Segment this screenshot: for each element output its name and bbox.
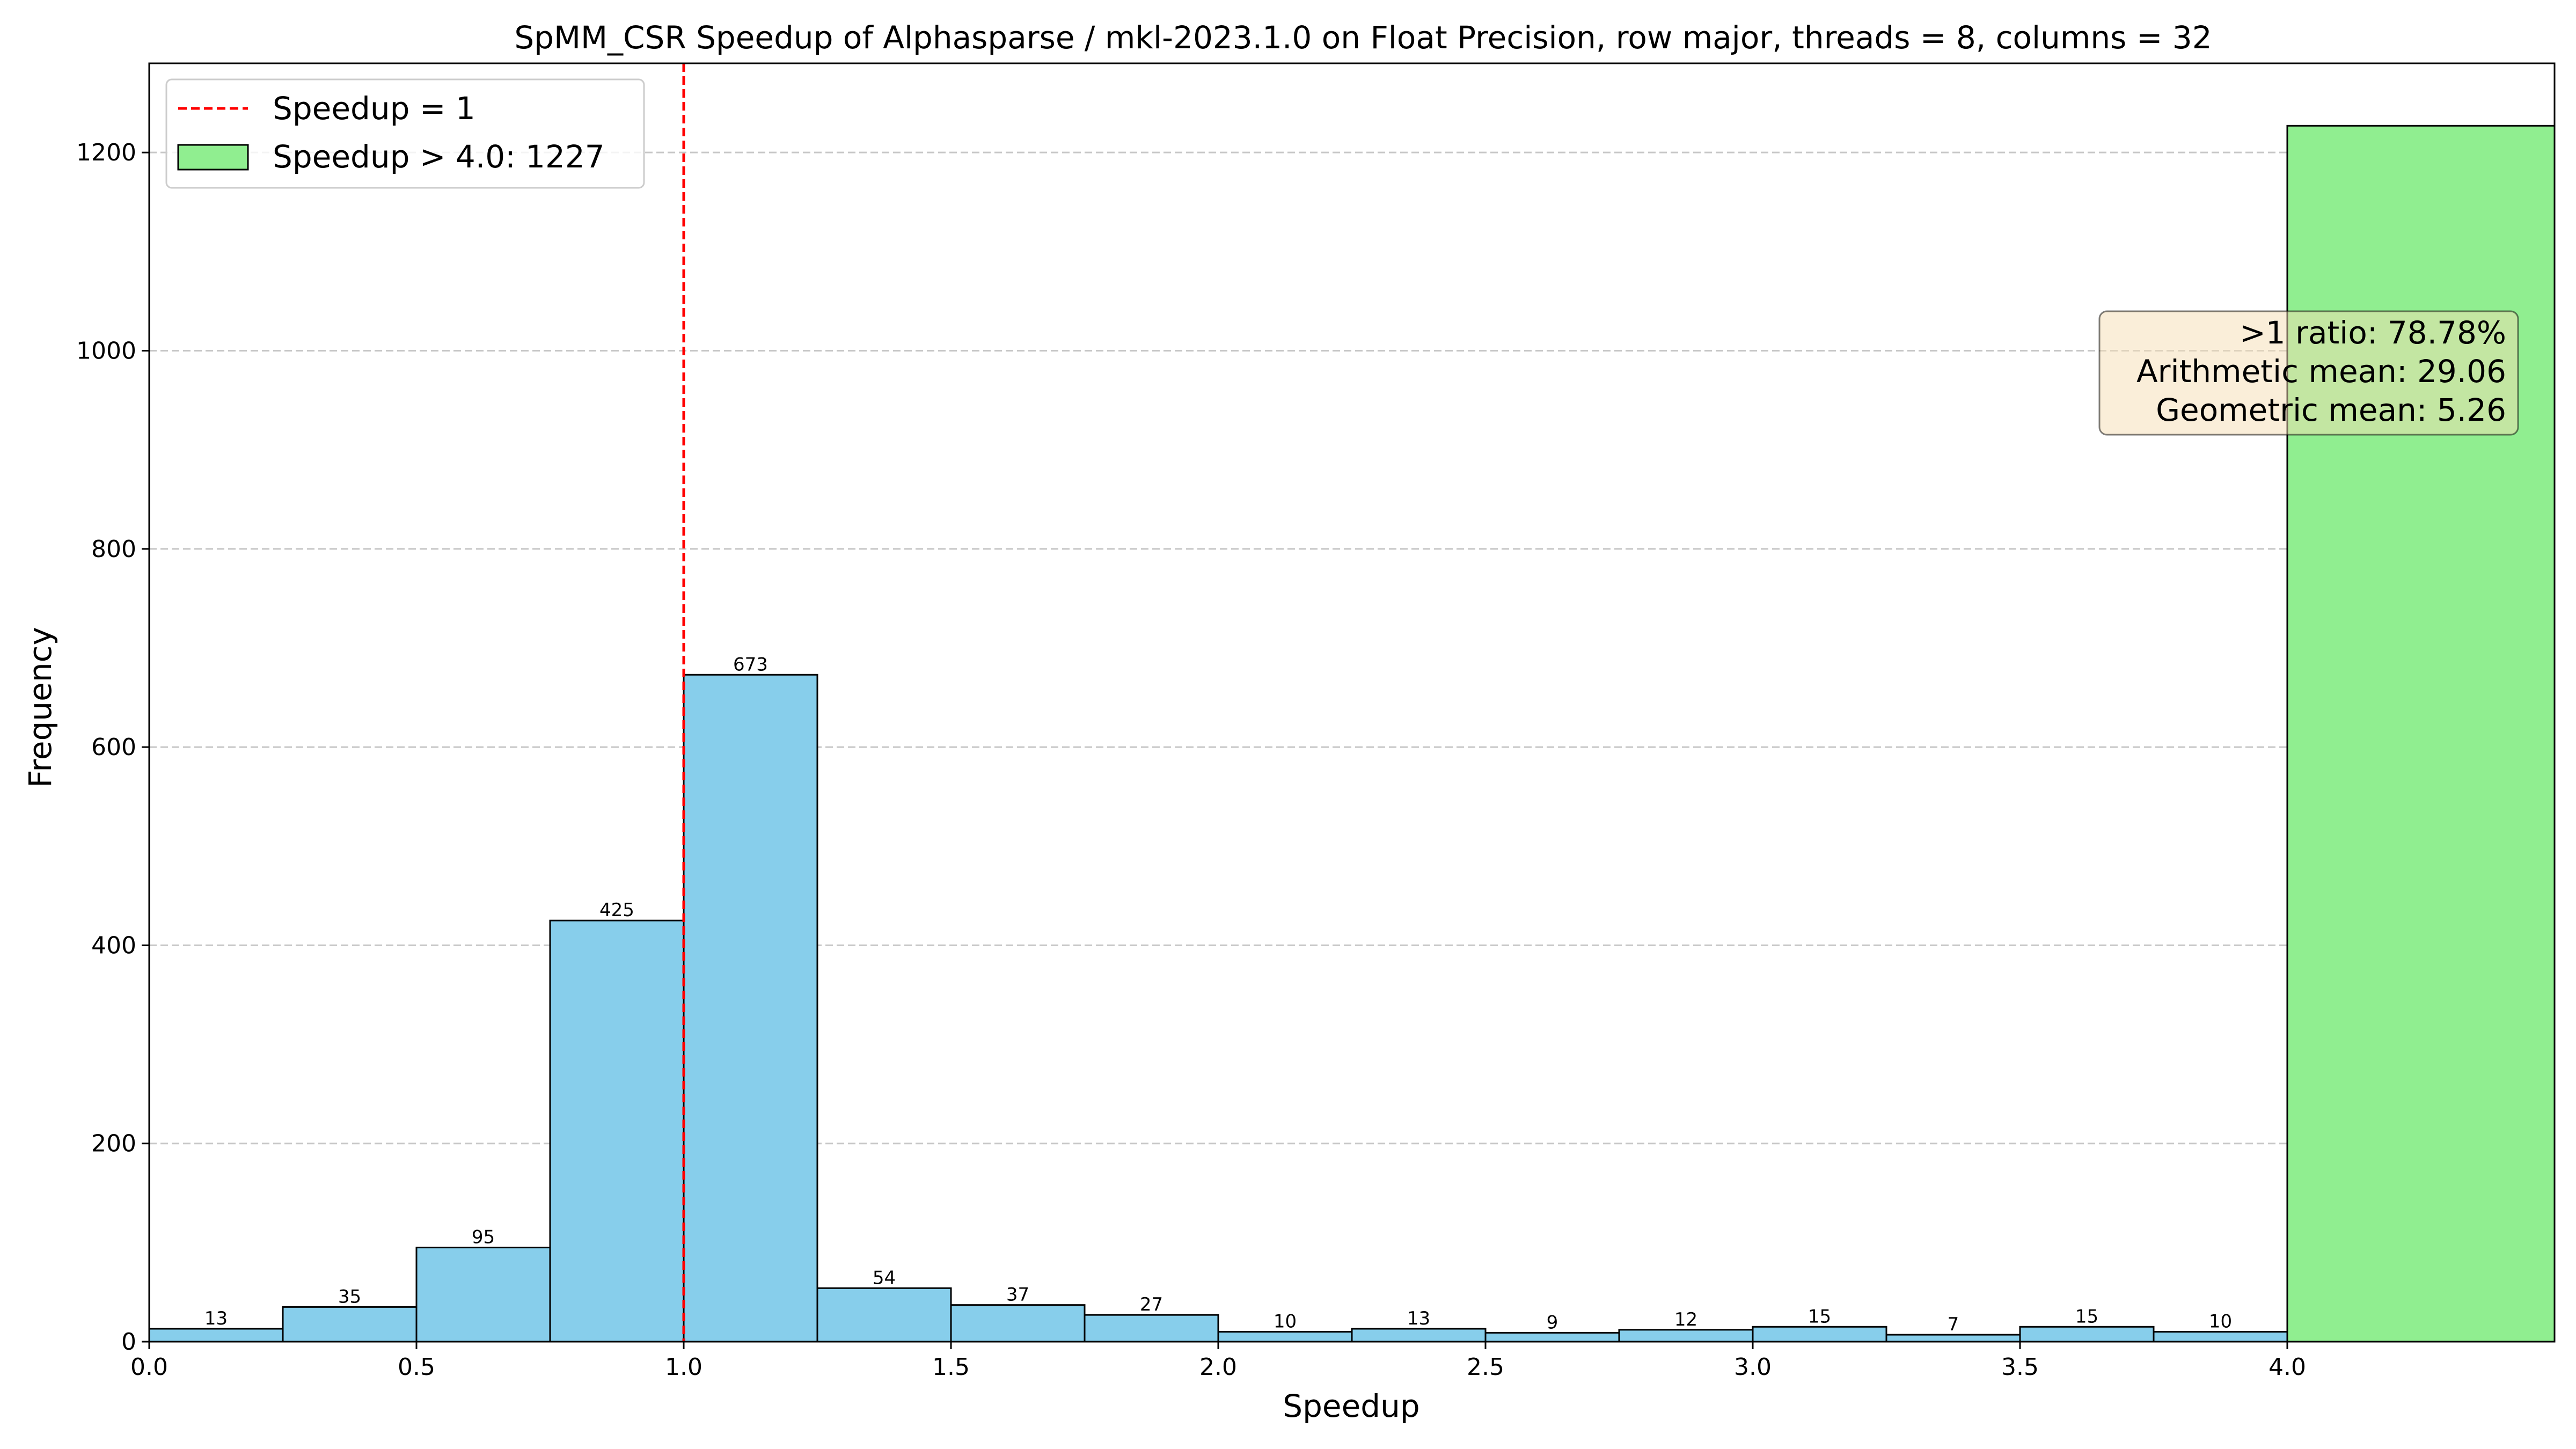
histogram-bar: [816, 1287, 952, 1343]
histogram-bar: [1618, 1329, 1754, 1343]
histogram-bar: [549, 919, 685, 1343]
histogram-bar: [683, 674, 818, 1343]
bar-value-label: 9: [1547, 1312, 1558, 1333]
bar-value-label: 27: [1140, 1294, 1163, 1315]
plot-frame: [148, 62, 2556, 1343]
legend-box: [165, 78, 645, 189]
bar-value-label: 54: [873, 1267, 896, 1289]
legend-green-patch-swatch: [177, 144, 249, 171]
bar-value-label: 673: [733, 654, 768, 675]
bar-value-label: 10: [1274, 1311, 1297, 1333]
histogram-bar: [1351, 1328, 1487, 1343]
bar-value-label: 37: [1006, 1284, 1029, 1306]
y-tick-label: 400: [91, 932, 136, 959]
histogram-bar: [1084, 1314, 1219, 1343]
bar-value-label: 12: [1674, 1309, 1697, 1330]
y-tick-label: 1000: [76, 337, 136, 364]
x-tick-label: 3.0: [1734, 1353, 1772, 1381]
stats-box-background: [2098, 310, 2519, 436]
stats-arithmetic-mean: Arithmetic mean: 29.06: [2136, 353, 2506, 390]
histogram-bar: [2153, 1331, 2288, 1343]
overflow-bar: [2286, 125, 2556, 1343]
histogram-bar: [1217, 1331, 1353, 1343]
legend-label-speedup-one: Speedup = 1: [273, 90, 475, 127]
bar-value-label: 10: [2209, 1311, 2232, 1333]
y-tick-label: 800: [91, 536, 136, 563]
x-tick-label: 0.0: [130, 1353, 168, 1381]
chart-title: SpMM_CSR Speedup of Alphasparse / mkl-20…: [514, 19, 2212, 56]
y-axis-ticks: 0 200 400 600 800 1000 1200: [76, 139, 149, 1356]
bar-value-label: 35: [338, 1286, 361, 1307]
bar-value-label: 7: [1948, 1314, 1959, 1335]
stats-box: >1 ratio: 78.78% Arithmetic mean: 29.06 …: [2098, 310, 2519, 436]
x-axis-label: Speedup: [1283, 1388, 1419, 1424]
bar-value-label: 425: [599, 899, 634, 921]
histogram-bar: [950, 1304, 1086, 1343]
histogram-bar: [282, 1306, 418, 1343]
bar-value-label: 95: [472, 1227, 495, 1248]
y-tick-label: 600: [91, 734, 136, 761]
histogram-bar: [1752, 1326, 1887, 1343]
histogram-bar: [1885, 1334, 2021, 1343]
bar-value-label: 15: [1808, 1306, 1831, 1327]
x-tick-label: 1.0: [665, 1353, 702, 1381]
y-tick-label: 1200: [76, 139, 136, 166]
x-tick-label: 4.0: [2268, 1353, 2306, 1381]
x-tick-label: 2.5: [1467, 1353, 1504, 1381]
x-tick-label: 3.5: [2001, 1353, 2039, 1381]
y-axis-label: Frequency: [22, 627, 58, 788]
x-tick-label: 2.0: [1199, 1353, 1237, 1381]
histogram-bar: [2019, 1326, 2155, 1343]
stats-geometric-mean: Geometric mean: 5.26: [2156, 392, 2506, 428]
bar-value-label: 13: [204, 1308, 228, 1329]
x-tick-label: 1.5: [932, 1353, 970, 1381]
y-tick-label: 0: [121, 1328, 136, 1356]
histogram-bar: [1484, 1331, 1620, 1343]
legend: Speedup = 1 Speedup > 4.0: 1227: [165, 78, 645, 189]
x-tick-label: 0.5: [398, 1353, 435, 1381]
bar-value-label: 15: [2075, 1306, 2098, 1327]
legend-label-overflow: Speedup > 4.0: 1227: [273, 138, 605, 175]
x-axis-ticks: 0.0 0.5 1.0 1.5 2.0 2.5 3.0 3.5 4.0: [130, 1342, 2306, 1381]
histogram-bar: [415, 1247, 551, 1343]
bar-value-label: 13: [1407, 1308, 1430, 1329]
histogram-bar: [148, 1328, 284, 1343]
bars: [148, 125, 2556, 1343]
stats-ratio: >1 ratio: 78.78%: [2240, 314, 2506, 351]
y-tick-label: 200: [91, 1130, 136, 1158]
bar-value-labels: 13 35 95 425 673 54 37 27 10 13 9 12 15 7 15 10: [204, 654, 2232, 1335]
